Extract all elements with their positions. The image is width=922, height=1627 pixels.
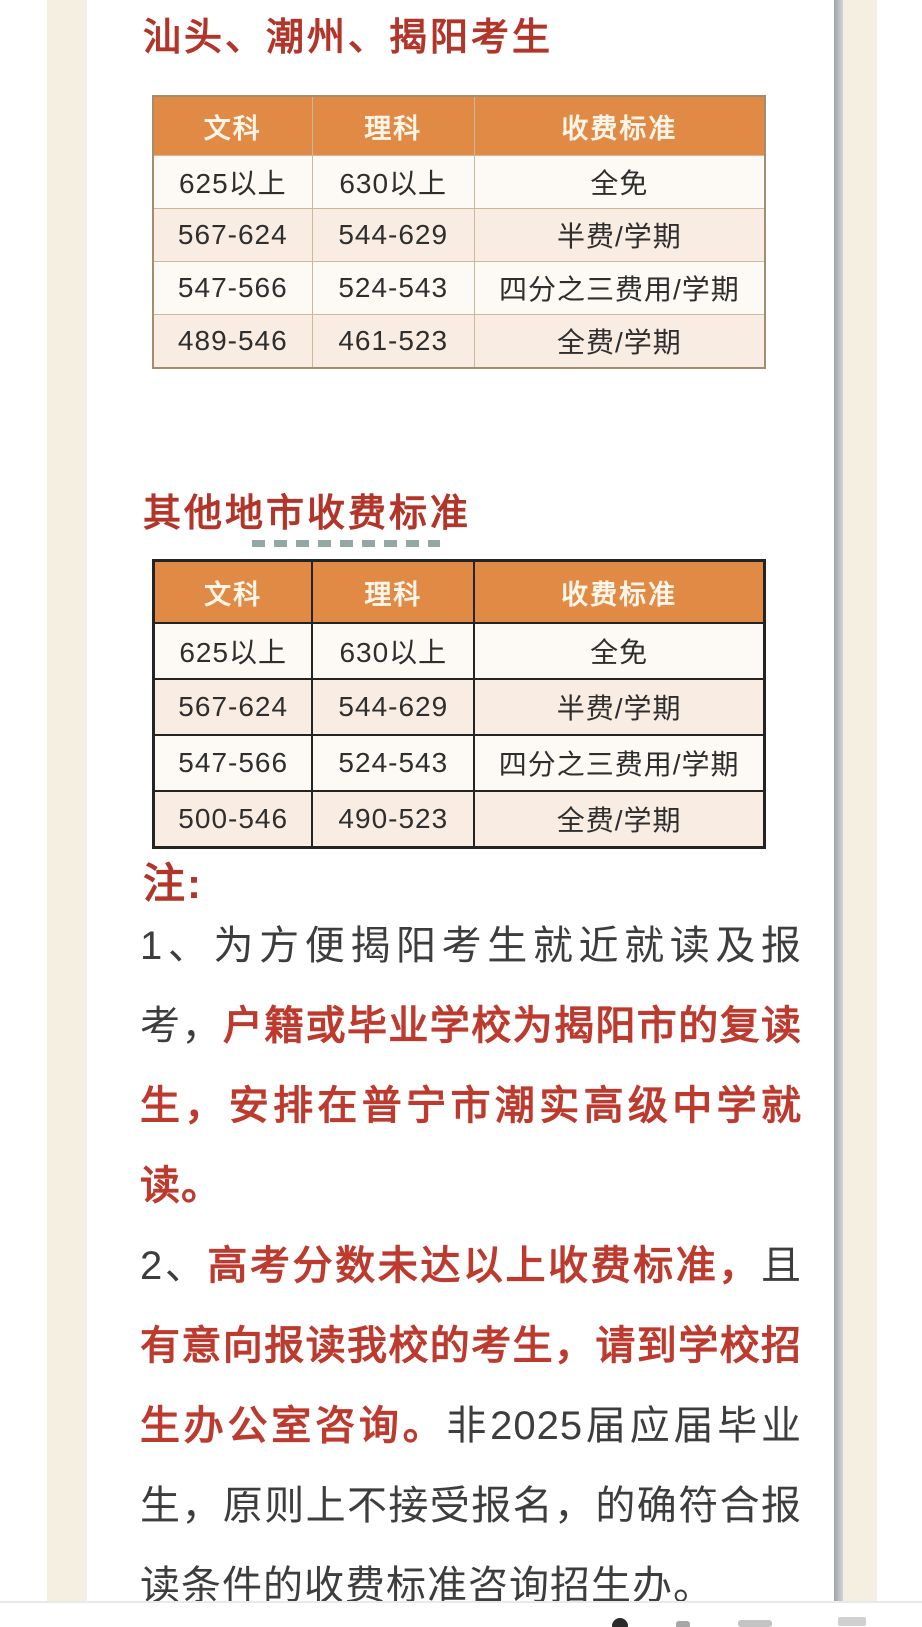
table-cell: 全免 [473,622,766,680]
note-text-red: 生，安排在普宁市潮实高级中学就 [140,1084,802,1128]
note-text: 考， [140,1004,223,1048]
note-text-red: 有意向报读我校的考生，请到学校招 [140,1324,802,1368]
dashed-underline [252,540,440,547]
table-cell: 524-543 [311,261,475,315]
table-cell: 625以上 [152,155,313,209]
table-cell: 547-566 [152,734,314,792]
card-right-shadow [834,0,843,1601]
table-row: 625以上 630以上 全免 [152,155,766,209]
table-cell: 630以上 [311,155,475,209]
table-cell: 567-624 [152,678,314,736]
column-header: 文科 [152,559,314,624]
table-header-row: 文科 理科 收费标准 [152,95,766,156]
table-cell: 全免 [473,155,766,209]
note-line: 生，原则上不接受报名，的确符合报 [140,1466,802,1546]
table-cell: 全费/学期 [473,314,766,369]
note-text-red: 高考分数未达以上收费标准， [207,1244,762,1288]
table-cell: 625以上 [152,622,314,680]
fee-table-local-cities: 文科 理科 收费标准 625以上 630以上 全免 567-624 544-629 半费/学期… [152,95,766,369]
table-cell: 544-629 [311,208,475,262]
table-cell: 544-629 [311,678,476,736]
note-line: 生办公室咨询。非2025届应届毕业 [140,1386,802,1466]
column-header: 收费标准 [473,95,766,156]
table-cell: 500-546 [152,790,314,849]
section-title-other-cities: 其他地市收费标准 [143,493,472,535]
cropped-glyph-icon [838,1617,866,1626]
table-cell: 547-566 [152,261,313,315]
note-line: 读条件的收费标准咨询招生办。 [140,1546,802,1626]
cropped-glyph-icon [738,1620,772,1627]
column-header: 文科 [152,95,313,156]
table-cell: 524-543 [311,734,476,792]
fee-table-other-cities: 文科 理科 收费标准 625以上 630以上 全免 567-624 544-629 半费/学期… [152,559,766,849]
note-line: 考，户籍或毕业学校为揭阳市的复读 [140,986,802,1066]
note-text-red: 户籍或毕业学校为揭阳市的复读 [222,1004,803,1048]
table-row: 489-546 461-523 全费/学期 [152,314,766,369]
column-header: 理科 [311,559,476,624]
note-line: 有意向报读我校的考生，请到学校招 [140,1306,802,1386]
table-header-row: 文科 理科 收费标准 [152,559,766,624]
cropped-glyph-icon [676,1621,690,1627]
table-cell: 四分之三费用/学期 [473,261,766,315]
right-beige-strip [843,0,877,1601]
table-row: 547-566 524-543 四分之三费用/学期 [152,261,766,315]
table-cell: 489-546 [152,314,313,369]
table-cell: 半费/学期 [473,208,766,262]
table-cell: 630以上 [311,622,476,680]
note-text-red: 读。 [140,1164,222,1208]
note-text: 非2025届应届毕业 [446,1404,803,1448]
bottom-divider [0,1601,922,1603]
note-paragraphs: 1、为方便揭阳考生就近就读及报 考，户籍或毕业学校为揭阳市的复读 生，安排在普宁市潮… [140,906,802,1626]
table-row: 547-566 524-543 四分之三费用/学期 [152,734,766,792]
note-text: 读条件的收费标准咨询招生办。 [140,1564,714,1608]
table-cell: 四分之三费用/学期 [473,734,766,792]
table-row: 567-624 544-629 半费/学期 [152,678,766,736]
table-row: 567-624 544-629 半费/学期 [152,208,766,262]
note-text-red: 生办公室咨询。 [140,1404,447,1448]
note-text: 1、为方便揭阳考生就近就读及报 [140,924,802,968]
note-text: 且 [761,1244,803,1288]
table-row: 625以上 630以上 全免 [152,622,766,680]
cropped-glyph-icon [612,1618,628,1627]
table-cell: 490-523 [311,790,476,849]
section-title-local-cities: 汕头、潮州、揭阳考生 [143,17,554,59]
note-label: 注: [143,860,203,907]
left-beige-strip [47,0,87,1601]
note-line: 1、为方便揭阳考生就近就读及报 [140,906,802,986]
note-line: 读。 [140,1146,802,1226]
table-cell: 全费/学期 [473,790,766,849]
note-line: 2、高考分数未达以上收费标准，且 [140,1226,802,1306]
table-cell: 半费/学期 [473,678,766,736]
note-text: 生，原则上不接受报名，的确符合报 [140,1484,802,1528]
column-header: 理科 [311,95,475,156]
table-row: 500-546 490-523 全费/学期 [152,790,766,849]
cropped-bottom-bar [0,1603,922,1627]
table-cell: 567-624 [152,208,313,262]
table-cell: 461-523 [311,314,475,369]
content-card: 汕头、潮州、揭阳考生 文科 理科 收费标准 625以上 630以上 全免 567-624 5… [87,0,834,1608]
note-line: 生，安排在普宁市潮实高级中学就 [140,1066,802,1146]
column-header: 收费标准 [473,559,766,624]
note-text: 2、 [140,1244,208,1288]
